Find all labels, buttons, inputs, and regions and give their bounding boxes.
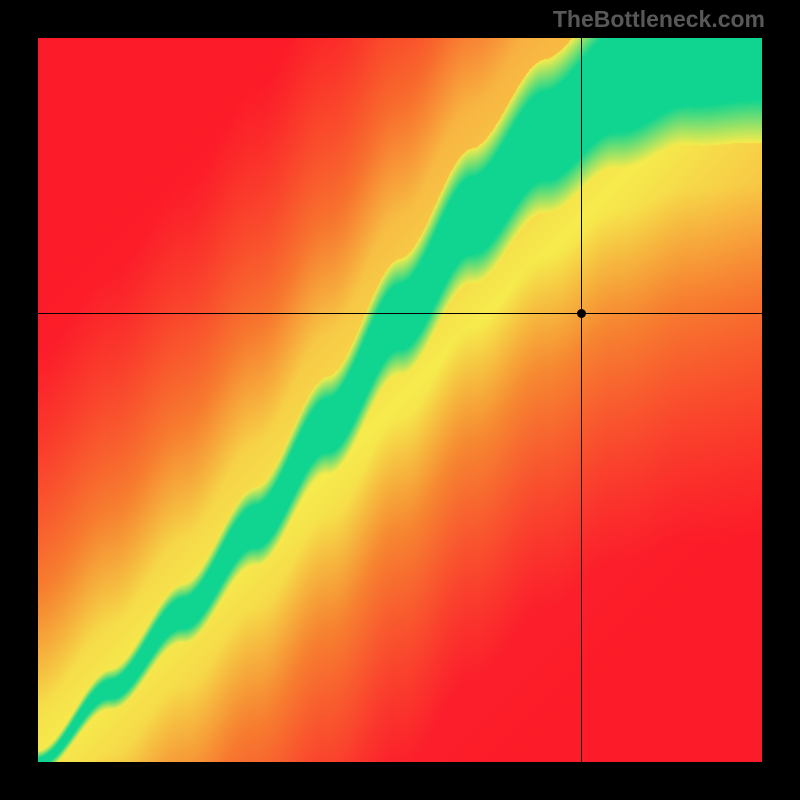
bottleneck-heatmap (38, 38, 762, 762)
crosshair-vertical (581, 38, 582, 762)
attribution-text: TheBottleneck.com (553, 6, 765, 33)
crosshair-horizontal (38, 313, 762, 314)
crosshair-marker (577, 309, 586, 318)
chart-container: TheBottleneck.com (0, 0, 800, 800)
